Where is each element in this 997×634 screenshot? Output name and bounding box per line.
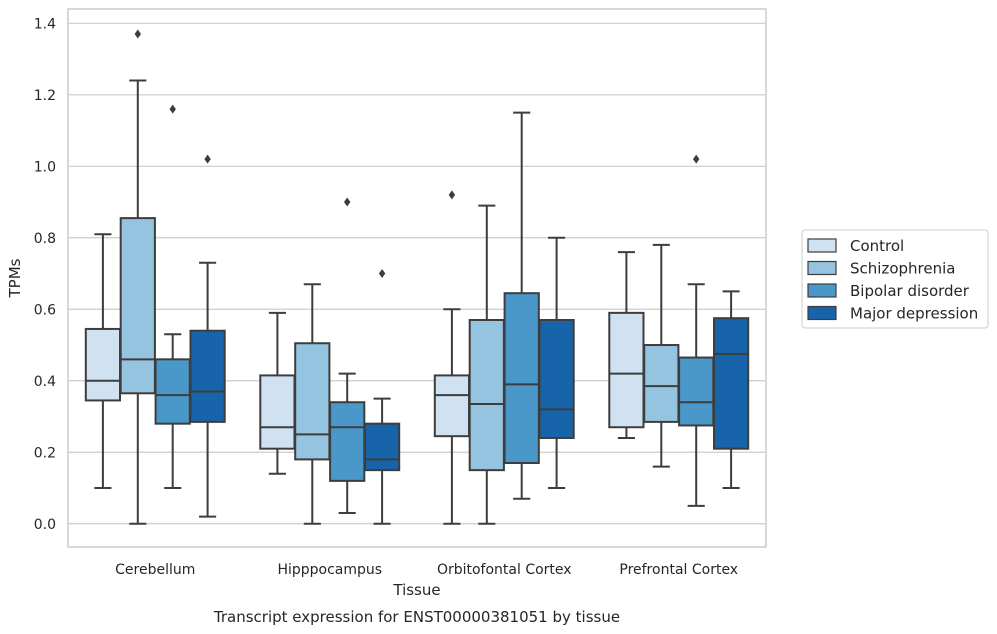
- box-iqr: [154, 358, 191, 425]
- legend: Control Schizophrenia Bipolar disorder Majo…: [801, 229, 989, 329]
- box-iqr: [329, 401, 366, 482]
- box-iqr: [608, 311, 645, 429]
- box-element: [189, 154, 226, 518]
- box-iqr: [189, 329, 226, 423]
- legend-swatch: [807, 283, 837, 298]
- box-iqr: [643, 344, 680, 423]
- box-element: [119, 29, 156, 525]
- legend-swatch: [807, 305, 837, 321]
- box-element: [503, 111, 540, 500]
- y-tick-label: 1.2: [34, 88, 56, 104]
- box-iqr: [119, 217, 156, 395]
- x-tick-label: Orbitofontal Cortex: [437, 562, 572, 578]
- outlier-marker: [204, 154, 211, 164]
- box-series: [84, 29, 750, 525]
- legend-label: Schizophrenia: [850, 260, 955, 278]
- box-element: [363, 269, 401, 525]
- box-element: [712, 290, 750, 490]
- y-axis-label: TPMs: [6, 258, 24, 298]
- x-axis-label: Tissue: [392, 581, 440, 599]
- legend-label: Bipolar disorder: [850, 282, 970, 300]
- y-tick-label: 0.6: [34, 302, 56, 318]
- outlier-marker: [134, 29, 141, 39]
- box-element: [329, 197, 366, 515]
- legend-label: Control: [850, 237, 904, 255]
- y-tick-label: 0.2: [34, 445, 56, 461]
- box-iqr: [503, 292, 540, 464]
- chart-caption: Transcript expression for ENST0000038105…: [213, 608, 620, 626]
- box-iqr: [433, 374, 471, 438]
- legend-label: Major depression: [850, 305, 978, 323]
- box-iqr: [712, 317, 750, 450]
- box-element: [259, 311, 296, 475]
- y-tick-label: 0.8: [34, 231, 56, 247]
- box-iqr: [259, 374, 296, 450]
- y-tick-label: 1.4: [34, 16, 56, 32]
- box-element: [84, 233, 122, 490]
- outlier-marker: [169, 104, 176, 114]
- y-tick-label: 0.4: [34, 374, 56, 390]
- box-iqr: [363, 422, 401, 472]
- box-iqr: [678, 356, 715, 427]
- outlier-marker: [378, 269, 386, 279]
- x-tick-label: Cerebellum: [115, 562, 195, 578]
- box-iqr: [468, 319, 505, 472]
- box-iqr: [294, 342, 331, 461]
- box-iqr: [84, 327, 122, 402]
- y-tick-labels: 0.0 0.2 0.4 0.6 0.8 1.0 1.2 1.4: [34, 16, 56, 532]
- box-element: [433, 190, 471, 525]
- y-tick-label: 1.0: [34, 159, 56, 175]
- plot-frame: [67, 8, 767, 548]
- legend-swatch: [807, 260, 837, 276]
- x-tick-label: Prefrontal Cortex: [619, 562, 738, 578]
- y-tick-label: 0.0: [34, 517, 56, 533]
- box-element: [538, 236, 575, 490]
- legend-swatch: [807, 238, 837, 253]
- box-element: [678, 154, 715, 507]
- x-tick-labels: Cerebellum Hipppocampus Orbitofontal Corte…: [115, 562, 738, 578]
- outlier-marker: [693, 154, 700, 164]
- outlier-marker: [448, 190, 456, 200]
- box-iqr: [538, 319, 575, 439]
- outlier-marker: [344, 197, 351, 207]
- x-tick-label: Hipppocampus: [277, 562, 382, 578]
- box-element: [643, 243, 680, 468]
- legend-frame: [801, 229, 989, 329]
